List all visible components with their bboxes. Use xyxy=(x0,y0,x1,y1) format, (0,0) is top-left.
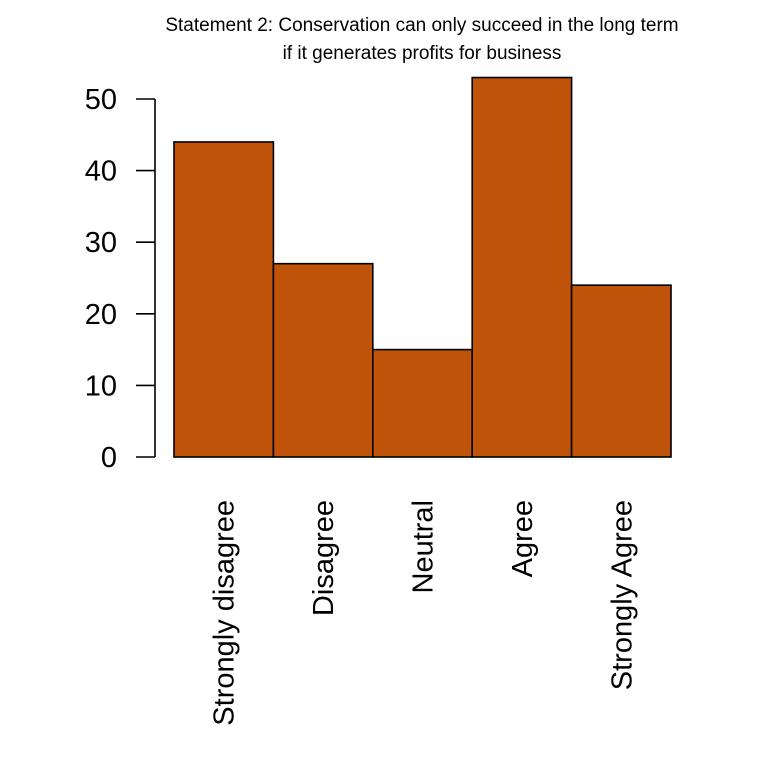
bar-agree xyxy=(471,76,573,458)
bar-strongly-disagree xyxy=(173,141,275,458)
y-tick-label: 40 xyxy=(85,156,117,188)
bar-disagree xyxy=(272,262,374,458)
x-category-label: Strongly Agree xyxy=(606,500,638,690)
y-tick-label: 10 xyxy=(85,370,117,402)
bar-neutral xyxy=(371,348,473,458)
y-tick-label: 0 xyxy=(101,442,117,474)
y-tick-label: 20 xyxy=(85,299,117,331)
x-category-label: Strongly disagree xyxy=(209,500,241,726)
chart-title-line-1: Statement 2: Conservation can only succe… xyxy=(165,15,678,36)
bar-strongly-agree xyxy=(570,284,672,458)
chart-title: Statement 2: Conservation can only succe… xyxy=(165,15,678,64)
x-category-label: Disagree xyxy=(308,500,340,616)
chart-title-line-2: if it generates profits for business xyxy=(283,43,562,64)
x-category-label: Agree xyxy=(507,500,539,577)
y-axis: 0 10 20 30 40 50 xyxy=(85,84,156,474)
x-axis-labels: Strongly disagree Disagree Neutral Agree Str… xyxy=(209,500,639,726)
y-tick-label: 50 xyxy=(85,84,117,116)
x-category-label: Neutral xyxy=(408,500,440,594)
bars xyxy=(173,76,672,458)
y-tick-label: 30 xyxy=(85,227,117,259)
